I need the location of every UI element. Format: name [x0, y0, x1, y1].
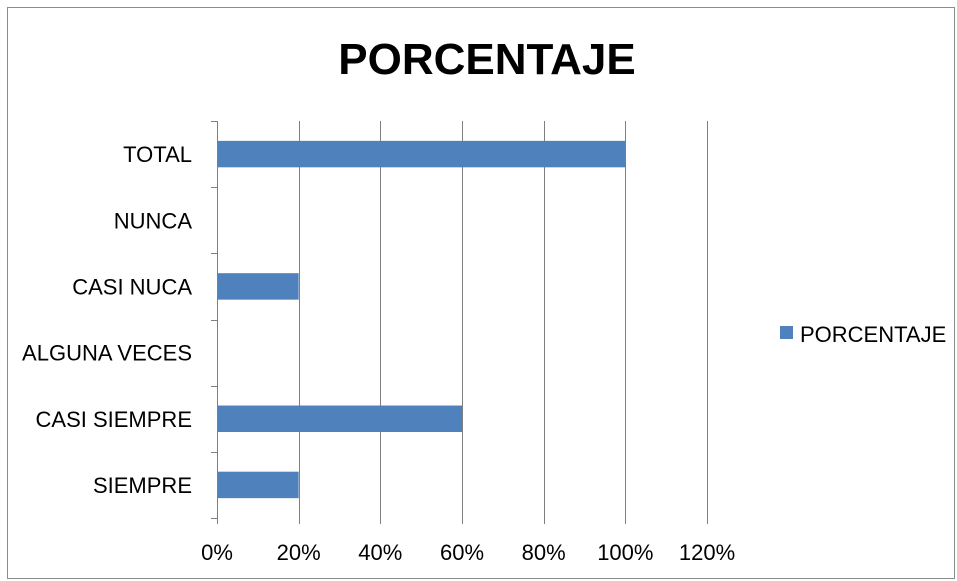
x-tick-label: 40% [358, 540, 402, 565]
bar [218, 405, 462, 432]
category-label: ALGUNA VECES [22, 341, 192, 366]
x-tick-label: 100% [597, 540, 653, 565]
chart-frame [7, 7, 955, 579]
x-tick-label: 60% [440, 540, 484, 565]
x-tick-label: 80% [522, 540, 566, 565]
bars [218, 140, 626, 499]
x-tick-label: 120% [679, 540, 735, 565]
category-labels: SIEMPRE CASI SIEMPRE ALGUNA VECES CASI NUCA… [22, 142, 192, 498]
gridlines [299, 121, 708, 518]
bar [218, 140, 626, 168]
x-tick-label: 20% [277, 540, 321, 565]
bar [218, 273, 299, 300]
category-label: TOTAL [123, 142, 192, 167]
category-label: NUNCA [114, 208, 193, 233]
legend: PORCENTAJE [780, 322, 946, 347]
axes [211, 121, 708, 524]
bar [218, 471, 299, 499]
x-tick-labels: 0% 20% 40% 60% 80% 100% 120% [201, 540, 735, 565]
category-label: CASI NUCA [72, 274, 192, 299]
x-tick-label: 0% [201, 540, 233, 565]
legend-label: PORCENTAJE [800, 322, 946, 347]
legend-swatch [780, 326, 793, 339]
category-label: SIEMPRE [93, 473, 192, 498]
chart-title: PORCENTAJE [338, 35, 635, 84]
category-label: CASI SIEMPRE [36, 407, 192, 432]
